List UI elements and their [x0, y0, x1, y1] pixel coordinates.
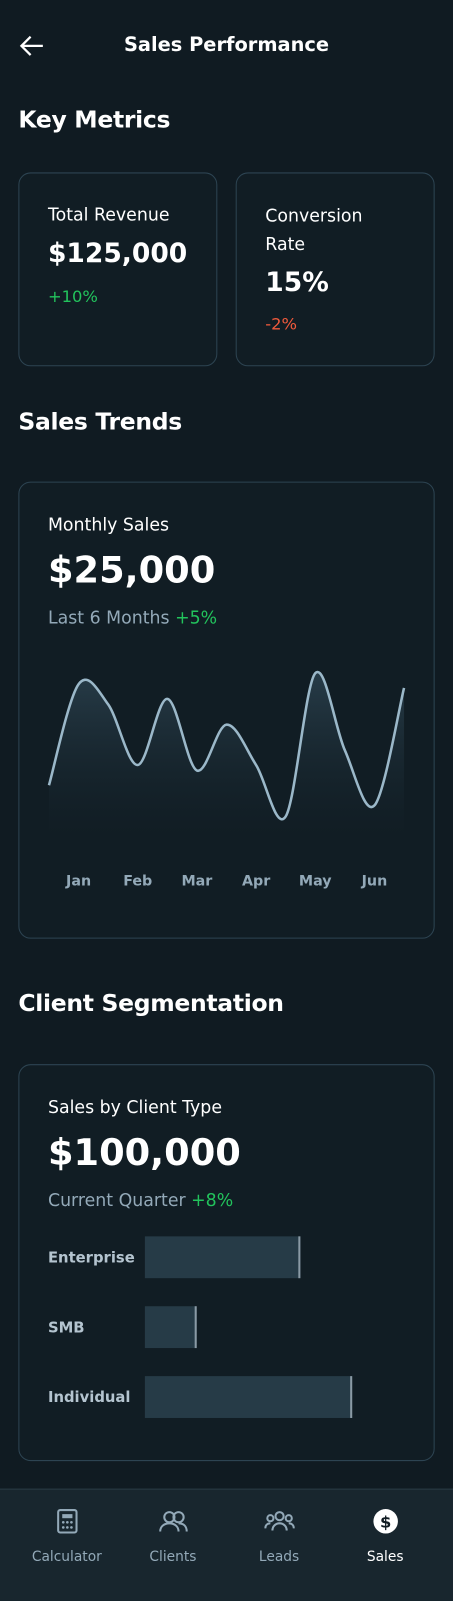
screen-title: Sales Performance	[123, 33, 330, 57]
metric-value: 15%	[265, 267, 329, 298]
metric-card: Conversion Rate 15% -2%	[235, 172, 435, 367]
x-tick-label: Mar	[181, 874, 212, 890]
nav-label: Calculator	[31, 1548, 102, 1566]
nav-label: Leads	[258, 1548, 300, 1566]
bar-end	[298, 1236, 301, 1279]
bottom-nav: Calculator Clients Leads $ Sales	[0, 1488, 453, 1601]
x-tick-label: Jun	[361, 874, 388, 890]
card-period: Last 6 Months +5%	[48, 608, 217, 628]
card-label: Monthly Sales	[47, 515, 170, 536]
metric-label: Total Revenue	[47, 205, 170, 226]
period: Current Quarter	[47, 1190, 186, 1212]
metric-label: Conversion Rate	[265, 206, 363, 256]
card-period: Current Quarter +8%	[48, 1191, 233, 1211]
bar	[144, 1306, 197, 1349]
card-value: $25,000	[47, 549, 216, 592]
metric-change: -2%	[265, 314, 298, 334]
bar	[144, 1376, 353, 1418]
nav-item[interactable]: Leads	[222, 1490, 335, 1566]
svg-text:$: $	[379, 1512, 390, 1531]
section-heading: Client Segmentation	[18, 990, 284, 1018]
x-tick-label: May	[299, 874, 332, 890]
back-button[interactable]	[18, 35, 45, 57]
card-value: $100,000	[47, 1132, 241, 1175]
category-label: Individual	[48, 1389, 131, 1406]
bar-end	[194, 1306, 197, 1349]
nav-label: Clients	[149, 1548, 197, 1566]
change: +8%	[191, 1190, 234, 1212]
nav-item[interactable]: Clients	[116, 1490, 229, 1566]
x-tick-label: Apr	[242, 874, 270, 890]
x-tick-label: Feb	[123, 874, 152, 890]
category-label: SMB	[48, 1319, 85, 1336]
line	[47, 670, 406, 821]
card-label: Sales by Client Type	[47, 1097, 222, 1119]
bar	[144, 1236, 301, 1279]
nav-label: Sales	[366, 1548, 404, 1566]
category-label: Enterprise	[48, 1249, 135, 1266]
section-heading: Key Metrics	[18, 107, 171, 134]
x-tick-label: Jan	[65, 874, 91, 890]
metric-card: Total Revenue $125,000 +10%	[18, 172, 218, 367]
period: Last 6 Months	[47, 608, 170, 629]
nav-item[interactable]: Calculator	[10, 1490, 123, 1566]
bar-end	[350, 1376, 353, 1418]
change: +5%	[175, 608, 218, 629]
area	[48, 671, 405, 837]
metric-change: +10%	[47, 286, 98, 307]
metric-value: $125,000	[47, 238, 188, 270]
section-heading: Sales Trends	[18, 409, 182, 436]
nav-item[interactable]: $ Sales	[329, 1490, 442, 1566]
